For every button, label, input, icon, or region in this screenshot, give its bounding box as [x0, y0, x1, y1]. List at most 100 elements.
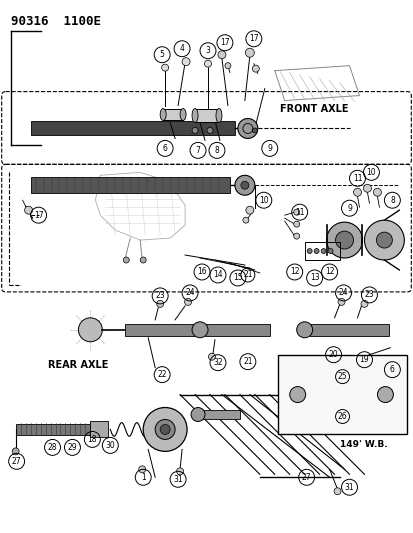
Text: 26: 26 — [337, 412, 347, 421]
Text: 149' W.B.: 149' W.B. — [339, 440, 386, 449]
Text: 30: 30 — [105, 441, 115, 450]
Circle shape — [333, 488, 340, 495]
Text: 7: 7 — [195, 146, 200, 155]
Circle shape — [176, 468, 183, 475]
Text: 19: 19 — [359, 355, 368, 364]
Bar — [195, 109, 218, 123]
Circle shape — [206, 127, 212, 133]
Circle shape — [190, 408, 204, 422]
Text: 5: 5 — [159, 50, 164, 59]
Text: 8: 8 — [214, 146, 219, 155]
Text: 24: 24 — [185, 288, 195, 297]
Text: FRONT AXLE: FRONT AXLE — [280, 103, 348, 114]
Text: 9: 9 — [267, 144, 272, 153]
Bar — [125, 324, 195, 336]
Circle shape — [123, 257, 129, 263]
Ellipse shape — [160, 109, 166, 120]
Circle shape — [234, 175, 254, 195]
Ellipse shape — [216, 109, 221, 123]
Circle shape — [208, 353, 215, 360]
Text: 29: 29 — [67, 443, 77, 452]
Bar — [285, 390, 399, 400]
Text: 24: 24 — [338, 288, 347, 297]
Circle shape — [240, 181, 248, 189]
Circle shape — [375, 232, 392, 248]
Text: 25: 25 — [337, 372, 347, 381]
Text: 6: 6 — [389, 365, 394, 374]
Circle shape — [242, 217, 248, 223]
Text: 8: 8 — [389, 196, 394, 205]
Circle shape — [313, 248, 318, 254]
Text: 12: 12 — [324, 268, 334, 277]
Circle shape — [192, 322, 207, 338]
Text: 17: 17 — [249, 34, 258, 43]
Text: 14: 14 — [213, 270, 222, 279]
Text: 31: 31 — [173, 475, 183, 484]
Text: 90316  1100E: 90316 1100E — [11, 15, 100, 28]
Text: 32: 32 — [213, 358, 222, 367]
Text: 27: 27 — [301, 473, 311, 482]
Bar — [304, 242, 339, 260]
Text: 9: 9 — [346, 204, 351, 213]
Circle shape — [12, 448, 19, 455]
Text: 23: 23 — [364, 290, 373, 300]
Bar — [90, 422, 108, 438]
Circle shape — [224, 63, 230, 69]
Circle shape — [192, 127, 197, 133]
Text: 4: 4 — [179, 44, 184, 53]
Circle shape — [337, 298, 344, 305]
Circle shape — [252, 65, 259, 72]
Text: 15: 15 — [233, 273, 242, 282]
Text: 28: 28 — [47, 443, 57, 452]
Ellipse shape — [192, 109, 197, 123]
Bar — [277, 354, 406, 434]
Circle shape — [320, 248, 325, 254]
Text: 21: 21 — [242, 270, 252, 279]
Text: 6: 6 — [162, 144, 167, 153]
Circle shape — [306, 248, 311, 254]
Text: 11: 11 — [294, 208, 304, 217]
Circle shape — [78, 318, 102, 342]
Text: 1: 1 — [140, 473, 145, 482]
Circle shape — [217, 51, 225, 59]
Text: 13: 13 — [309, 273, 319, 282]
Bar — [196, 409, 239, 419]
Text: REAR AXLE: REAR AXLE — [48, 360, 108, 370]
Text: 10: 10 — [259, 196, 268, 205]
Ellipse shape — [180, 109, 185, 120]
Text: 27: 27 — [12, 457, 21, 466]
Text: 21: 21 — [242, 357, 252, 366]
Circle shape — [245, 206, 253, 214]
Circle shape — [160, 424, 170, 434]
Circle shape — [377, 386, 392, 402]
Circle shape — [161, 64, 168, 71]
Circle shape — [335, 231, 353, 249]
Circle shape — [138, 466, 145, 473]
Circle shape — [143, 408, 187, 451]
Circle shape — [353, 188, 361, 196]
Circle shape — [140, 257, 146, 263]
Bar — [31, 177, 229, 193]
Text: 10: 10 — [366, 168, 375, 177]
Bar — [31, 122, 234, 135]
Circle shape — [326, 222, 362, 258]
Text: 22: 22 — [157, 370, 166, 379]
Circle shape — [245, 48, 254, 57]
Text: 3: 3 — [205, 46, 210, 55]
Circle shape — [204, 60, 211, 67]
Bar — [309, 324, 389, 336]
Text: 12: 12 — [289, 268, 299, 277]
Bar — [163, 109, 183, 120]
Text: 11: 11 — [352, 174, 361, 183]
Text: 17: 17 — [34, 211, 43, 220]
Bar — [16, 424, 90, 435]
Bar — [204, 324, 269, 336]
Circle shape — [182, 58, 190, 66]
Circle shape — [293, 221, 299, 227]
Text: 20: 20 — [328, 350, 337, 359]
Circle shape — [360, 301, 367, 308]
Circle shape — [156, 301, 163, 308]
Circle shape — [184, 298, 191, 305]
Circle shape — [237, 118, 257, 139]
Text: 31: 31 — [344, 483, 354, 492]
